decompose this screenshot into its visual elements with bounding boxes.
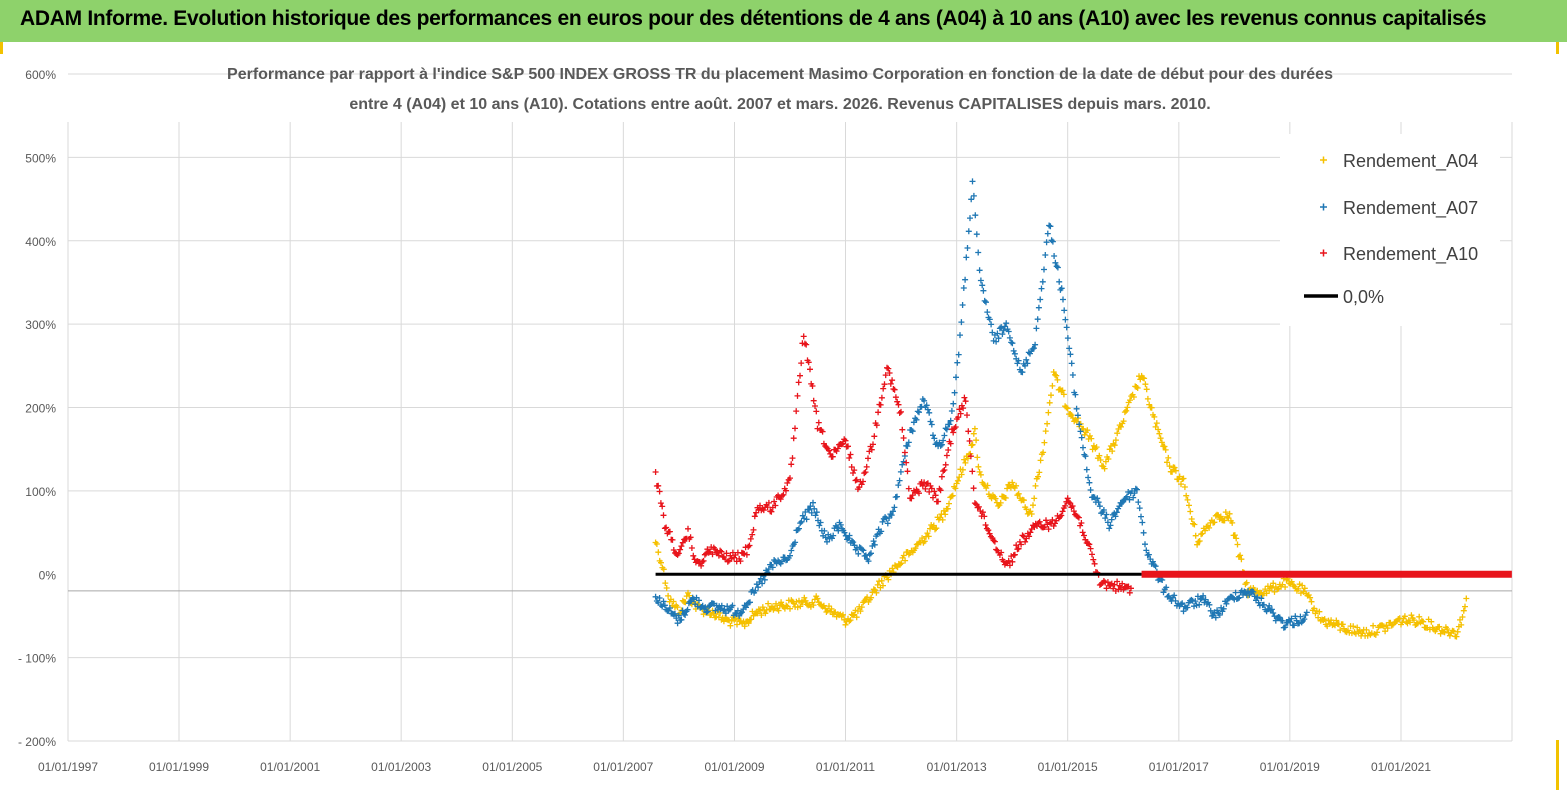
- x-tick-label: 01/01/2011: [816, 760, 875, 774]
- chart-title-line1: Performance par rapport à l'indice S&P 5…: [227, 66, 1333, 83]
- y-tick-label: - 100%: [18, 652, 56, 666]
- corner-mark-top-left: [0, 42, 3, 54]
- legend-item: Rendement_A10: [1320, 244, 1478, 265]
- banner-title: ADAM Informe. Evolution historique des p…: [20, 7, 1487, 30]
- legend-label: Rendement_A07: [1343, 198, 1478, 219]
- series-rendement-a10: [652, 333, 1134, 596]
- x-tick-label: 01/01/2007: [593, 760, 653, 774]
- y-tick-label: 300%: [25, 318, 56, 332]
- x-tick-label: 01/01/2015: [1038, 760, 1098, 774]
- legend-marker: [1320, 203, 1327, 211]
- y-tick-label: 100%: [25, 485, 56, 499]
- chart: 600% 500% 400% 300% 200% 100% 0% - 100% - 200% 01…: [18, 66, 1513, 774]
- chart-title-line2: entre 4 (A04) et 10 ans (A10). Cotations…: [349, 96, 1210, 113]
- x-tick-label: 01/01/2009: [704, 760, 764, 774]
- corner-mark-bottom-right: [1556, 740, 1559, 790]
- y-tick-label: 0%: [39, 568, 57, 582]
- y-tick-label: 500%: [25, 151, 56, 165]
- legend-item: 0,0%: [1304, 287, 1384, 307]
- x-tick-label: 01/01/2001: [260, 760, 320, 774]
- legend: Rendement_A04 Rendement_A07 Rendement_A10 0…: [1280, 134, 1500, 326]
- legend-label: 0,0%: [1343, 287, 1384, 307]
- header-banner: ADAM Informe. Evolution historique des p…: [0, 0, 1567, 42]
- x-tick-label: 01/01/2013: [927, 760, 987, 774]
- legend-box: [1280, 134, 1500, 326]
- series-rendement-a07: [652, 178, 1310, 631]
- series-markers: [652, 369, 1470, 640]
- legend-label: Rendement_A04: [1343, 151, 1478, 172]
- x-tick-label: 01/01/1999: [149, 760, 209, 774]
- series-rendement-a04: [652, 369, 1470, 640]
- x-tick-label: 01/01/2005: [482, 760, 542, 774]
- series-markers: [652, 178, 1310, 631]
- legend-item: Rendement_A04: [1320, 151, 1478, 172]
- y-tick-label: 600%: [25, 68, 56, 82]
- legend-item: Rendement_A07: [1320, 198, 1478, 219]
- y-tick-label: 200%: [25, 402, 56, 416]
- x-tick-label: 01/01/2017: [1149, 760, 1209, 774]
- series-markers: [652, 333, 1134, 596]
- x-tick-label: 01/01/2019: [1260, 760, 1320, 774]
- y-tick-label: - 200%: [18, 735, 56, 749]
- x-tick-label: 01/01/2021: [1371, 760, 1431, 774]
- x-tick-label: 01/01/1997: [38, 760, 98, 774]
- corner-mark-top-right: [1556, 42, 1559, 54]
- y-tick-label: 400%: [25, 235, 56, 249]
- x-tick-label: 01/01/2003: [371, 760, 431, 774]
- legend-label: Rendement_A10: [1343, 244, 1478, 265]
- legend-marker: [1320, 156, 1327, 164]
- series-rendement-a10-flat: [1141, 570, 1512, 578]
- legend-marker: [1320, 249, 1327, 257]
